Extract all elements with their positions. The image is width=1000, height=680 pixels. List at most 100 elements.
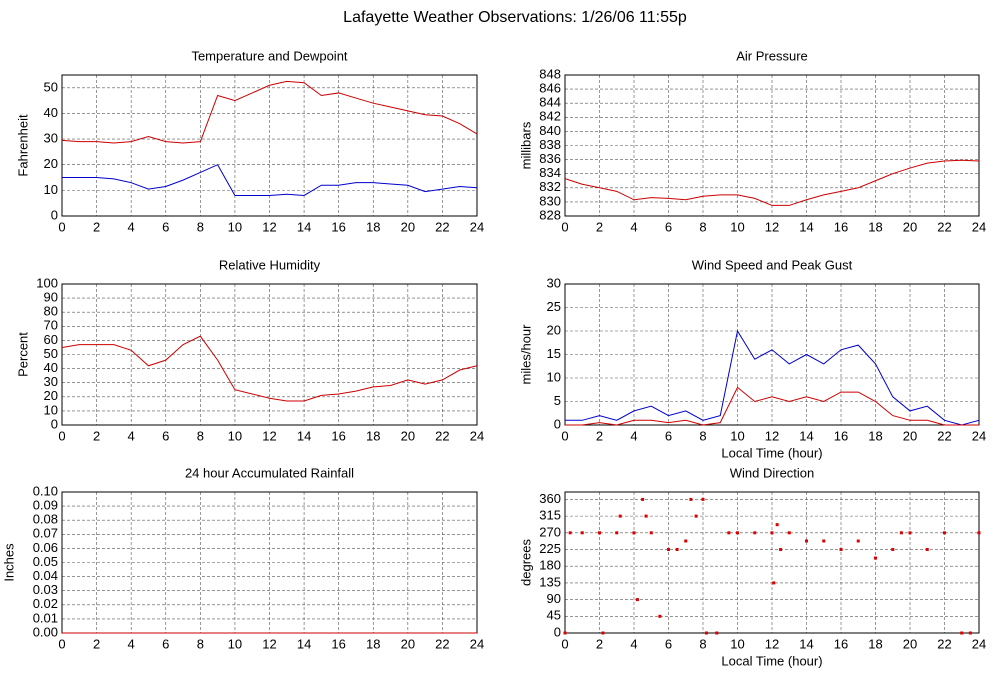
y-tick-label: 25 — [547, 299, 561, 314]
x-tick-label: 0 — [561, 428, 568, 443]
data-point — [775, 523, 779, 527]
x-tick-label: 22 — [937, 428, 951, 443]
x-tick-label: 12 — [262, 428, 276, 443]
y-tick-label: 70 — [44, 318, 58, 333]
x-tick-label: 24 — [470, 428, 484, 443]
x-tick-label: 2 — [596, 428, 603, 443]
x-tick-label: 0 — [561, 636, 568, 651]
x-tick-label: 6 — [665, 428, 672, 443]
data-point — [598, 531, 601, 535]
y-tick-label: 30 — [44, 131, 58, 146]
y-tick-label: 20 — [44, 156, 58, 171]
data-point — [839, 548, 843, 552]
x-tick-label: 10 — [730, 428, 744, 443]
data-point — [635, 598, 639, 602]
y-tick-label: 5 — [554, 393, 561, 408]
x-tick-label: 24 — [470, 219, 484, 234]
data-point — [667, 548, 670, 552]
x-tick-label: 20 — [401, 636, 415, 651]
y-axis-label: Fahrenheit — [15, 114, 30, 177]
x-tick-label: 22 — [937, 219, 951, 234]
plot-frame — [564, 491, 980, 634]
y-tick-label: 100 — [36, 275, 58, 290]
y-tick-label: 90 — [44, 290, 58, 305]
x-tick-label: 4 — [128, 428, 135, 443]
x-tick-label: 14 — [297, 428, 311, 443]
x-tick-label: 8 — [699, 219, 706, 234]
y-tick-label: 0 — [554, 416, 561, 431]
x-tick-label: 16 — [331, 219, 345, 234]
y-tick-label: 0.01 — [33, 610, 58, 625]
data-line — [564, 159, 980, 206]
x-tick-label: 10 — [228, 636, 242, 651]
data-point — [968, 631, 972, 635]
x-tick-label: 4 — [128, 636, 135, 651]
x-tick-label: 20 — [903, 219, 917, 234]
x-tick-label: 10 — [730, 219, 744, 234]
y-tick-label: 0 — [554, 624, 561, 639]
x-tick-label: 4 — [630, 428, 637, 443]
x-tick-label: 8 — [699, 636, 706, 651]
x-tick-label: 14 — [799, 428, 813, 443]
y-tick-label: 834 — [539, 165, 561, 180]
y-tick-label: 40 — [44, 105, 58, 120]
data-point — [856, 539, 860, 543]
plot-frame — [61, 74, 478, 217]
chart-title: Wind Direction — [730, 465, 815, 480]
y-axis-label: degrees — [518, 539, 533, 586]
x-tick-label: 22 — [435, 636, 449, 651]
x-tick-label: 10 — [228, 428, 242, 443]
x-tick-label: 16 — [834, 219, 848, 234]
data-point — [632, 531, 636, 535]
y-axis-label: Percent — [15, 332, 30, 377]
data-point — [694, 514, 698, 518]
x-tick-label: 16 — [834, 428, 848, 443]
data-point — [805, 539, 808, 543]
x-axis-label: Local Time (hour) — [721, 445, 822, 460]
x-tick-label: 24 — [972, 219, 986, 234]
y-axis-label: millibars — [518, 121, 533, 169]
y-tick-label: 0.06 — [33, 540, 58, 555]
data-point — [658, 614, 662, 618]
data-point — [787, 531, 791, 535]
y-tick-label: 10 — [44, 402, 58, 417]
data-point — [727, 531, 731, 535]
data-point — [822, 539, 826, 543]
data-point — [753, 531, 757, 535]
data-point — [908, 531, 912, 535]
data-point — [675, 548, 679, 552]
y-tick-label: 0.09 — [33, 498, 58, 513]
x-tick-label: 20 — [903, 428, 917, 443]
data-point — [701, 497, 705, 501]
data-point — [925, 548, 929, 552]
data-point — [772, 581, 776, 585]
y-tick-label: 828 — [539, 207, 561, 222]
data-point — [644, 514, 648, 518]
x-tick-label: 4 — [630, 636, 637, 651]
x-tick-label: 22 — [435, 428, 449, 443]
data-line — [565, 386, 979, 426]
plot-frame — [564, 283, 980, 426]
y-tick-label: 20 — [547, 322, 561, 337]
data-point — [977, 531, 981, 535]
x-tick-label: 18 — [868, 428, 882, 443]
data-point — [649, 531, 653, 535]
data-line — [565, 329, 980, 426]
y-tick-label: 225 — [539, 541, 561, 556]
y-tick-label: 0.05 — [33, 554, 58, 569]
data-point — [568, 531, 572, 535]
x-tick-label: 14 — [799, 219, 813, 234]
data-point — [615, 531, 619, 535]
data-point — [779, 548, 783, 552]
y-tick-label: 10 — [44, 182, 58, 197]
data-line — [61, 335, 478, 402]
y-tick-label: 40 — [44, 360, 58, 375]
x-tick-label: 18 — [366, 219, 380, 234]
y-tick-label: 45 — [547, 608, 561, 623]
y-axis-label: Inches — [1, 543, 16, 582]
y-tick-label: 848 — [539, 66, 561, 81]
x-tick-label: 0 — [561, 219, 568, 234]
x-tick-label: 8 — [197, 428, 204, 443]
y-tick-label: 0.04 — [33, 568, 58, 583]
data-line — [61, 80, 478, 144]
